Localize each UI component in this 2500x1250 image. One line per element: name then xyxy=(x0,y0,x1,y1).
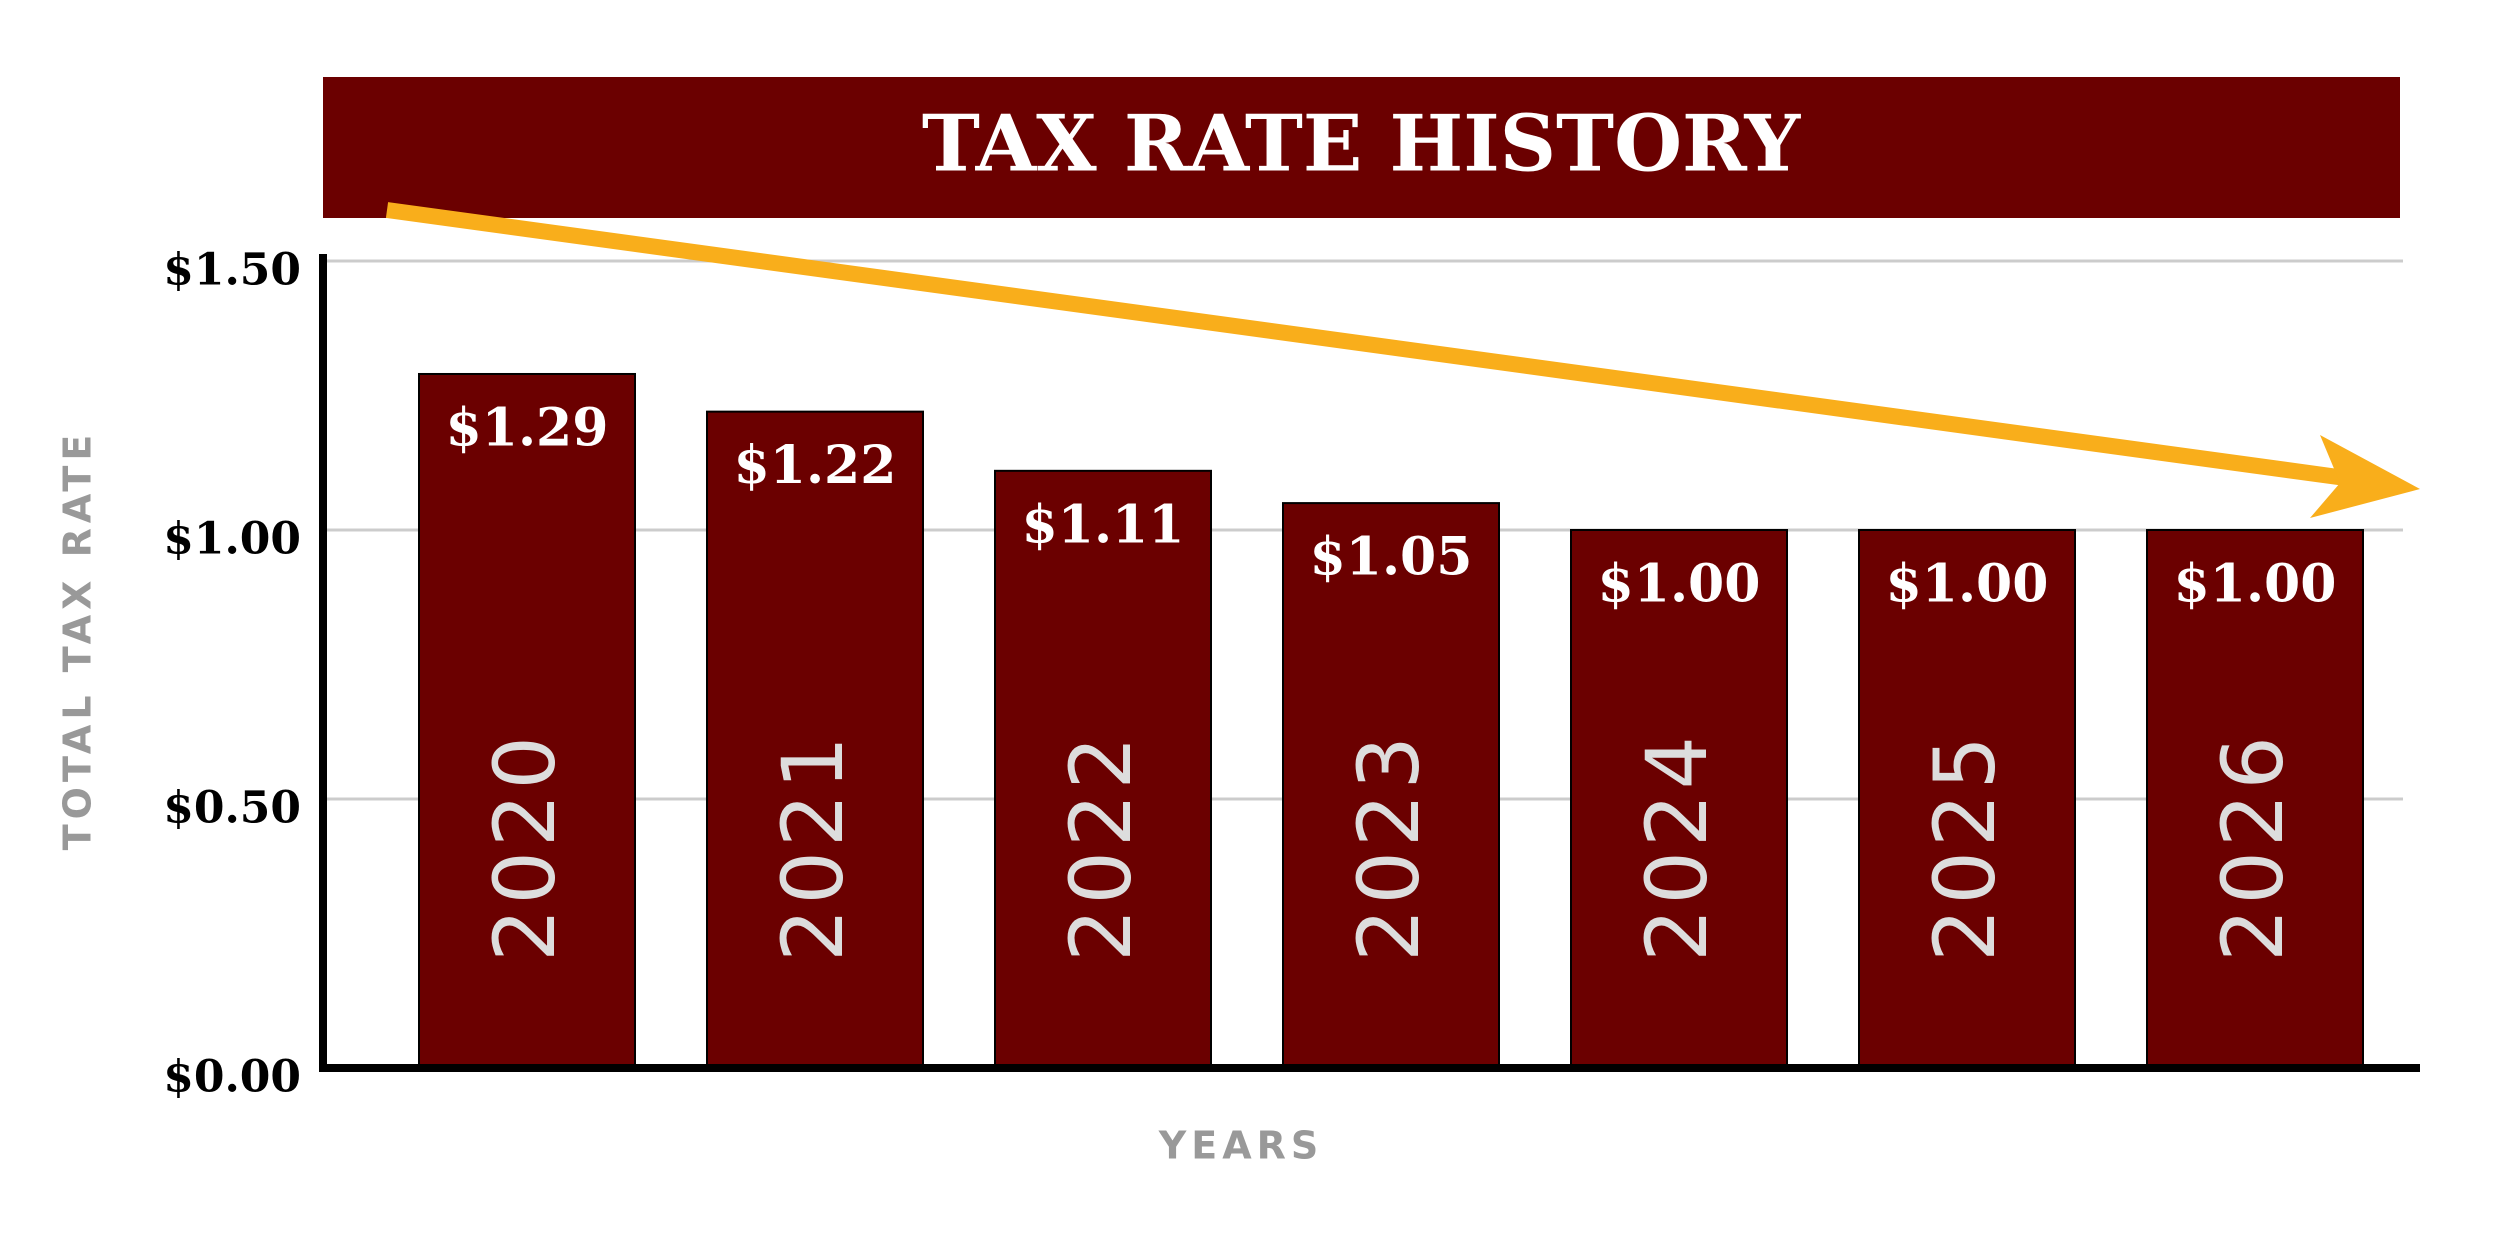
value-label: $1.11 xyxy=(1022,494,1185,555)
x-tick-label: 2020 xyxy=(476,732,574,962)
bar xyxy=(1570,529,1788,1069)
chart-title: TAX RATE HISTORY xyxy=(922,99,1802,190)
trend-arrow xyxy=(385,202,2362,488)
value-label: $1.29 xyxy=(446,397,609,458)
x-tick-label: 2022 xyxy=(1052,732,1150,962)
value-label: $1.00 xyxy=(2174,554,2337,615)
title-banner xyxy=(323,77,2400,218)
bar xyxy=(418,372,636,1070)
y-tick-label: $0.50 xyxy=(163,783,301,834)
y-tick-label: $1.50 xyxy=(163,245,301,296)
value-label: $1.22 xyxy=(734,435,897,496)
x-tick-label: 2026 xyxy=(2204,732,2302,962)
arrow-head xyxy=(2310,435,2420,518)
bar xyxy=(994,469,1212,1069)
value-label: $1.00 xyxy=(1598,554,1761,615)
bar xyxy=(1858,529,2076,1069)
y-tick-label: $0.00 xyxy=(163,1052,301,1103)
x-tick-label: 2024 xyxy=(1628,732,1726,962)
bar xyxy=(1282,502,1500,1070)
x-tick-label: 2023 xyxy=(1340,732,1438,962)
x-tick-label: 2025 xyxy=(1916,732,2014,962)
value-label: $1.05 xyxy=(1310,527,1473,588)
x-tick-label: 2021 xyxy=(764,732,862,962)
value-label: $1.00 xyxy=(1886,554,2049,615)
x-axis-label: YEARS xyxy=(1158,1124,1324,1168)
y-tick-label: $1.00 xyxy=(163,514,301,565)
bar xyxy=(2146,529,2364,1069)
y-axis-label: TOTAL TAX RATE xyxy=(56,430,100,851)
